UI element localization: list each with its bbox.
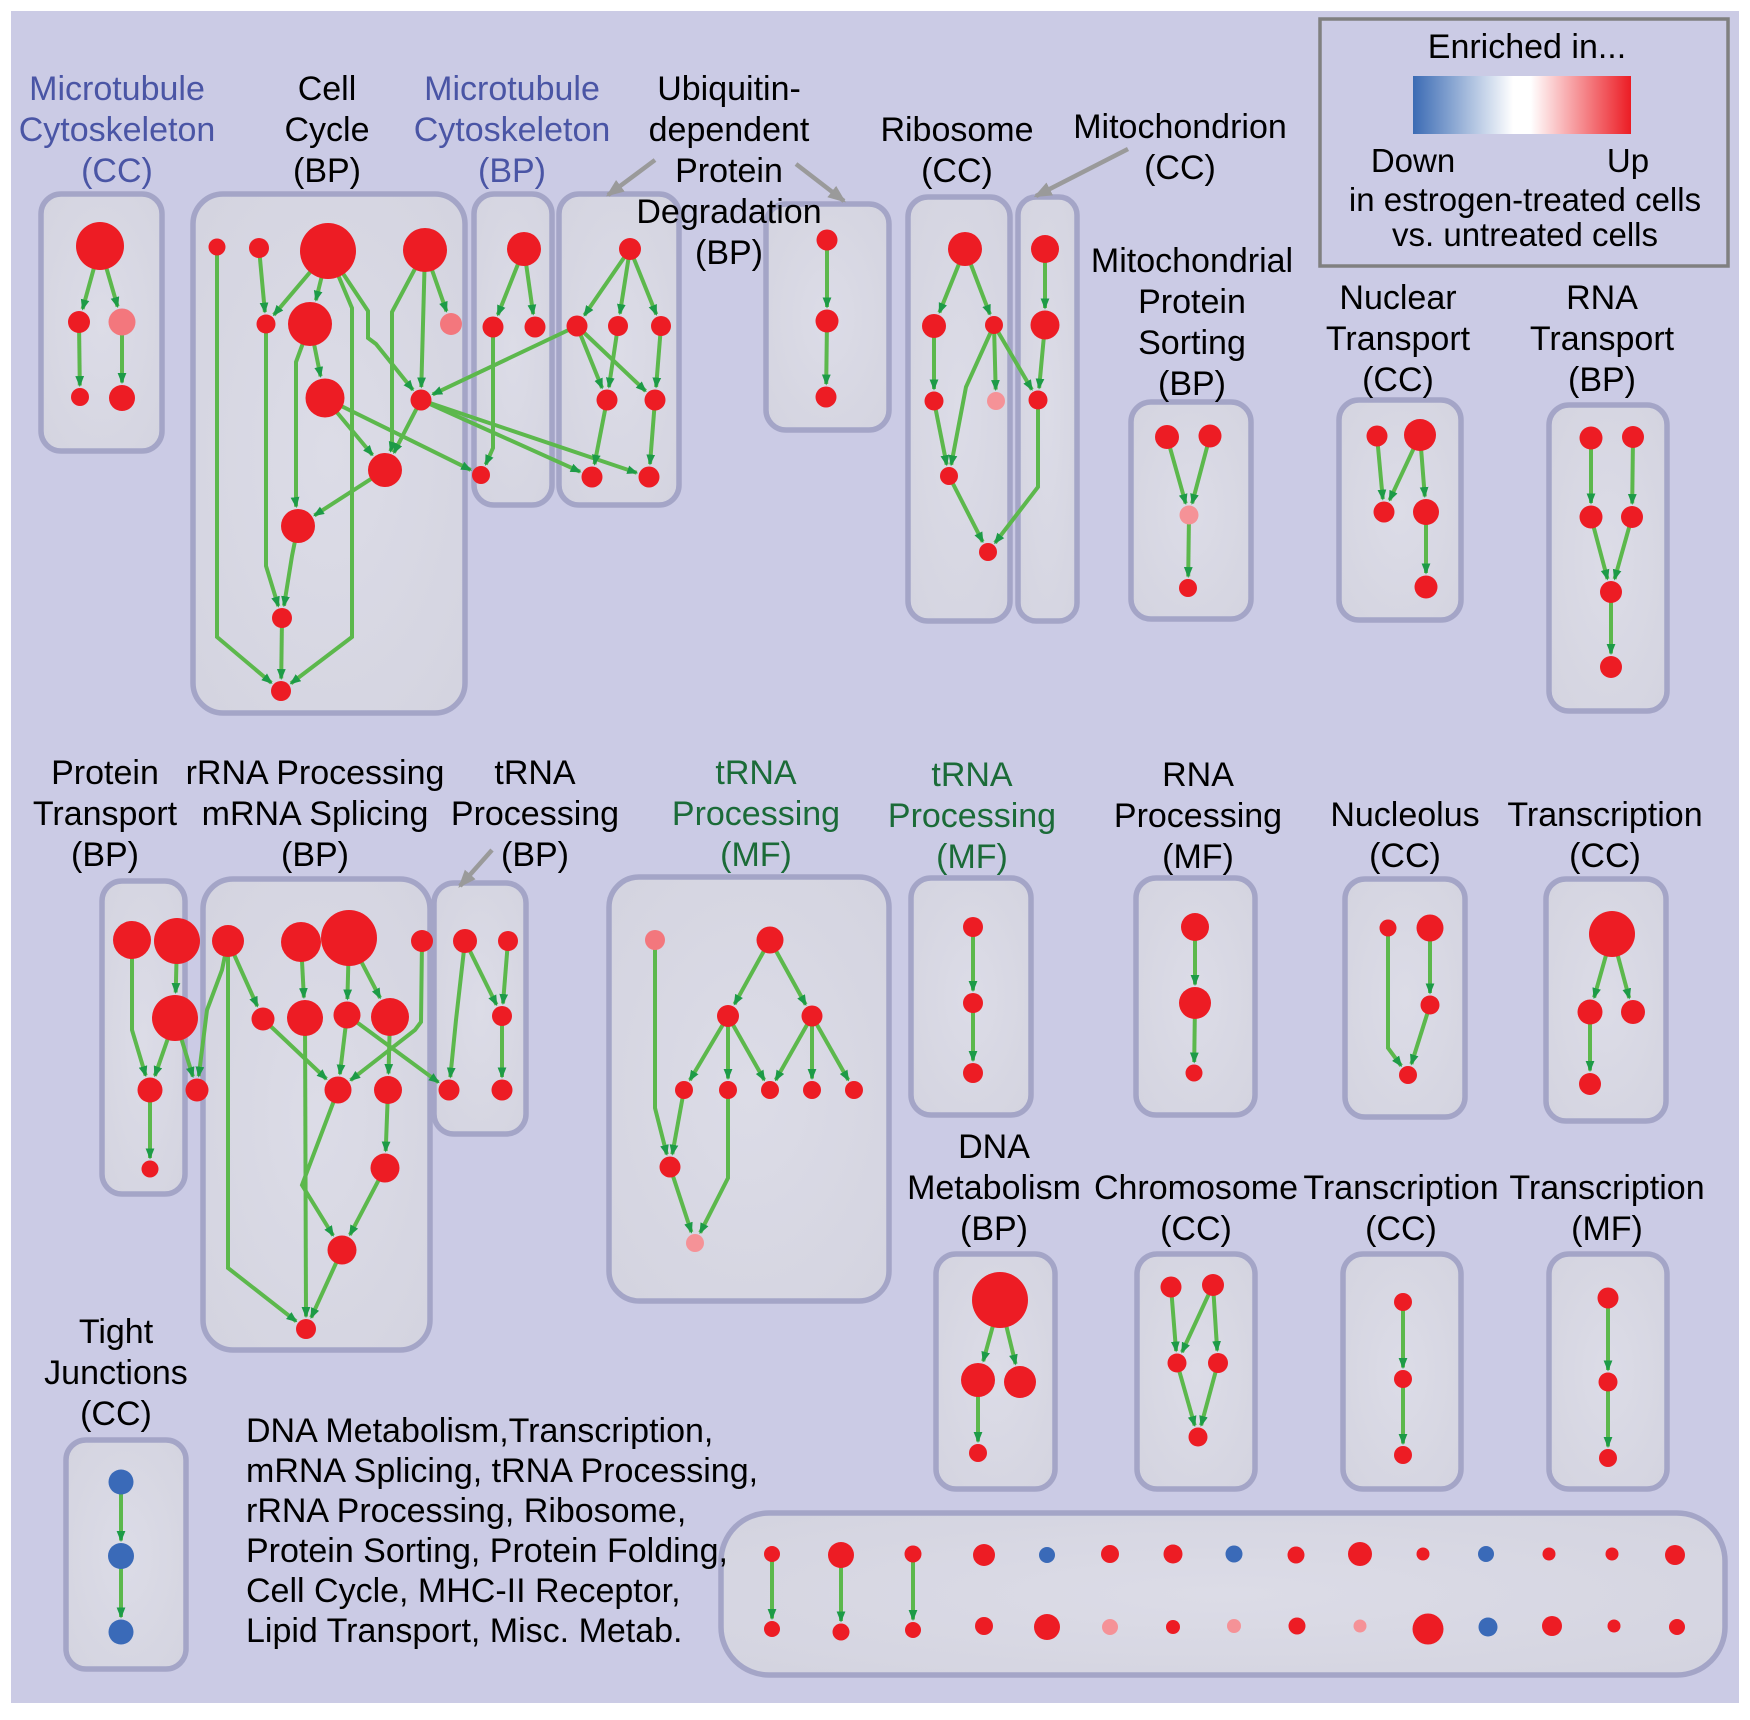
svg-text:rRNA Processing: rRNA Processing [186, 754, 445, 792]
svg-text:(CC): (CC) [1369, 837, 1441, 875]
svg-text:Down: Down [1371, 142, 1455, 179]
svg-text:(CC): (CC) [1362, 361, 1434, 399]
svg-text:tRNA: tRNA [931, 756, 1013, 794]
svg-text:(BP): (BP) [960, 1210, 1028, 1248]
svg-text:Chromosome: Chromosome [1094, 1169, 1298, 1207]
svg-text:Junctions: Junctions [44, 1354, 188, 1392]
svg-text:DNA: DNA [958, 1128, 1030, 1166]
svg-text:tRNA: tRNA [715, 754, 797, 792]
svg-text:(CC): (CC) [1144, 149, 1216, 187]
svg-text:Protein Sorting, Protein Foldi: Protein Sorting, Protein Folding, [246, 1532, 728, 1570]
svg-text:Microtubule: Microtubule [424, 70, 600, 108]
svg-text:(CC): (CC) [1569, 837, 1641, 875]
svg-text:(BP): (BP) [281, 836, 349, 874]
svg-text:(BP): (BP) [1568, 361, 1636, 399]
svg-text:Microtubule: Microtubule [29, 70, 205, 108]
svg-text:(CC): (CC) [80, 1395, 152, 1433]
svg-text:Processing: Processing [888, 797, 1056, 835]
svg-text:Cycle: Cycle [284, 111, 369, 149]
svg-text:Transport: Transport [33, 795, 178, 833]
svg-text:Protein: Protein [675, 152, 783, 190]
svg-text:Up: Up [1607, 142, 1649, 179]
svg-text:(MF): (MF) [1571, 1210, 1643, 1248]
svg-text:Nucleolus: Nucleolus [1330, 796, 1479, 834]
svg-text:RNA: RNA [1162, 756, 1234, 794]
svg-text:Ubiquitin-: Ubiquitin- [657, 70, 801, 108]
svg-text:in estrogen-treated cells: in estrogen-treated cells [1349, 181, 1701, 218]
svg-text:(CC): (CC) [921, 152, 993, 190]
svg-text:DNA Metabolism,Transcription,: DNA Metabolism,Transcription, [246, 1412, 713, 1450]
svg-text:(CC): (CC) [81, 152, 153, 190]
svg-text:Ribosome: Ribosome [880, 111, 1033, 149]
svg-text:Transcription: Transcription [1509, 1169, 1704, 1207]
svg-text:mRNA Splicing, tRNA Processing: mRNA Splicing, tRNA Processing, [246, 1452, 758, 1490]
svg-text:Enriched in...: Enriched in... [1428, 28, 1626, 66]
svg-text:Mitochondrial: Mitochondrial [1091, 242, 1293, 280]
svg-text:(BP): (BP) [695, 234, 763, 272]
svg-text:rRNA Processing, Ribosome,: rRNA Processing, Ribosome, [246, 1492, 686, 1530]
svg-text:Processing: Processing [1114, 797, 1282, 835]
svg-text:Sorting: Sorting [1138, 324, 1246, 362]
svg-text:Nuclear: Nuclear [1339, 279, 1456, 317]
svg-text:Transport: Transport [1530, 320, 1675, 358]
svg-text:(MF): (MF) [1162, 838, 1234, 876]
svg-text:(MF): (MF) [936, 838, 1008, 876]
svg-text:Cell: Cell [298, 70, 357, 108]
svg-text:mRNA Splicing: mRNA Splicing [202, 795, 429, 833]
svg-text:Metabolism: Metabolism [907, 1169, 1081, 1207]
svg-text:Lipid Transport, Misc. Metab.: Lipid Transport, Misc. Metab. [246, 1612, 683, 1650]
svg-text:(CC): (CC) [1365, 1210, 1437, 1248]
svg-text:tRNA: tRNA [494, 754, 576, 792]
svg-text:(BP): (BP) [478, 152, 546, 190]
svg-text:(BP): (BP) [293, 152, 361, 190]
svg-text:Transport: Transport [1326, 320, 1471, 358]
svg-text:Processing: Processing [451, 795, 619, 833]
svg-text:Degradation: Degradation [636, 193, 821, 231]
svg-text:(CC): (CC) [1160, 1210, 1232, 1248]
svg-text:Transcription: Transcription [1507, 796, 1702, 834]
svg-text:RNA: RNA [1566, 279, 1638, 317]
svg-text:Mitochondrion: Mitochondrion [1073, 108, 1287, 146]
svg-text:(MF): (MF) [720, 836, 792, 874]
svg-text:Cytoskeleton: Cytoskeleton [19, 111, 216, 149]
svg-text:(BP): (BP) [1158, 365, 1226, 403]
svg-text:Protein: Protein [51, 754, 159, 792]
svg-text:Processing: Processing [672, 795, 840, 833]
svg-text:vs. untreated cells: vs. untreated cells [1392, 216, 1658, 253]
svg-text:Protein: Protein [1138, 283, 1246, 321]
svg-text:(BP): (BP) [71, 836, 139, 874]
svg-text:dependent: dependent [649, 111, 810, 149]
svg-text:Cell Cycle, MHC-II Receptor,: Cell Cycle, MHC-II Receptor, [246, 1572, 681, 1610]
svg-text:(BP): (BP) [501, 836, 569, 874]
svg-text:Transcription: Transcription [1303, 1169, 1498, 1207]
svg-text:Cytoskeleton: Cytoskeleton [414, 111, 611, 149]
svg-text:Tight: Tight [79, 1313, 154, 1351]
